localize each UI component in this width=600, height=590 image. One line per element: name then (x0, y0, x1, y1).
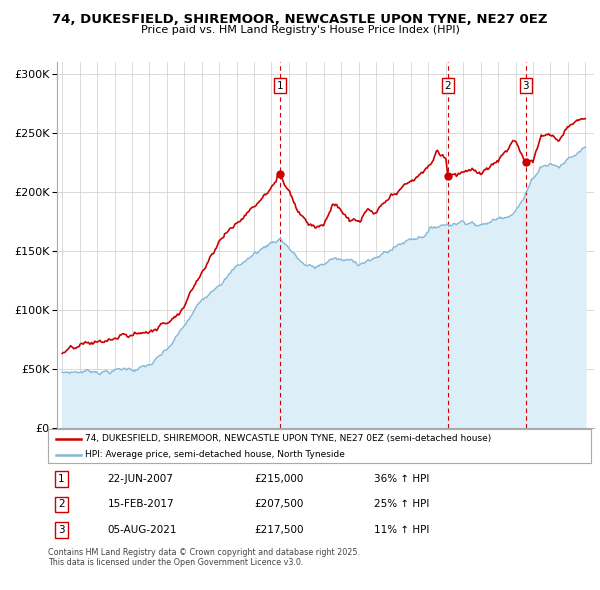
Text: £217,500: £217,500 (254, 525, 304, 535)
Text: 1: 1 (58, 474, 65, 484)
Text: HPI: Average price, semi-detached house, North Tyneside: HPI: Average price, semi-detached house,… (85, 450, 345, 459)
Text: 1: 1 (277, 81, 283, 90)
Text: 74, DUKESFIELD, SHIREMOOR, NEWCASTLE UPON TYNE, NE27 0EZ (semi-detached house): 74, DUKESFIELD, SHIREMOOR, NEWCASTLE UPO… (85, 434, 491, 443)
Text: 74, DUKESFIELD, SHIREMOOR, NEWCASTLE UPON TYNE, NE27 0EZ: 74, DUKESFIELD, SHIREMOOR, NEWCASTLE UPO… (52, 13, 548, 26)
Text: 3: 3 (523, 81, 529, 90)
Text: 36% ↑ HPI: 36% ↑ HPI (374, 474, 429, 484)
Text: 05-AUG-2021: 05-AUG-2021 (108, 525, 177, 535)
Text: 15-FEB-2017: 15-FEB-2017 (108, 500, 175, 509)
Text: 2: 2 (58, 500, 65, 509)
Text: 11% ↑ HPI: 11% ↑ HPI (374, 525, 429, 535)
Text: 22-JUN-2007: 22-JUN-2007 (108, 474, 173, 484)
Text: £207,500: £207,500 (254, 500, 304, 509)
Text: £215,000: £215,000 (254, 474, 304, 484)
Text: 3: 3 (58, 525, 65, 535)
Text: 25% ↑ HPI: 25% ↑ HPI (374, 500, 429, 509)
Text: Contains HM Land Registry data © Crown copyright and database right 2025.: Contains HM Land Registry data © Crown c… (48, 548, 360, 556)
Text: Price paid vs. HM Land Registry's House Price Index (HPI): Price paid vs. HM Land Registry's House … (140, 25, 460, 35)
Text: This data is licensed under the Open Government Licence v3.0.: This data is licensed under the Open Gov… (48, 558, 304, 566)
Text: 2: 2 (445, 81, 451, 90)
